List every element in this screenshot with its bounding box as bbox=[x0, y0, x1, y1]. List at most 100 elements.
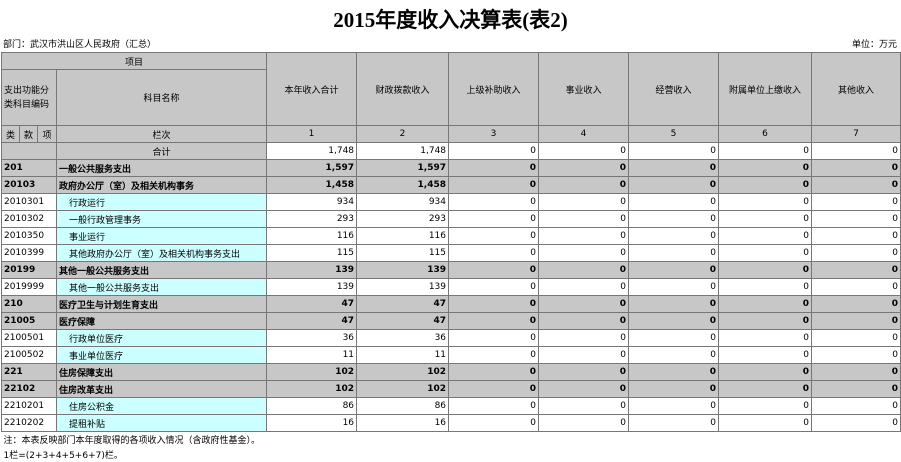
row-value: 0 bbox=[538, 278, 630, 296]
row-value: 11 bbox=[356, 346, 450, 364]
row-code: 20103 bbox=[1, 176, 57, 194]
row-value: 0 bbox=[811, 329, 901, 347]
row-value: 0 bbox=[448, 176, 540, 194]
row-value: 0 bbox=[811, 346, 901, 364]
row-code: 221 bbox=[1, 363, 57, 381]
row-value: 36 bbox=[266, 329, 358, 347]
unit: 单位：万元 bbox=[851, 40, 897, 50]
row-value: 139 bbox=[356, 261, 450, 279]
row-value: 0 bbox=[811, 210, 901, 228]
row-value: 0 bbox=[628, 397, 720, 415]
row-value: 86 bbox=[266, 397, 358, 415]
row-value: 0 bbox=[628, 295, 720, 313]
row-value: 0 bbox=[628, 176, 720, 194]
total-value: 0 bbox=[448, 142, 540, 160]
total-row: 合计 1,748 1,748 0 0 0 0 0 bbox=[1, 142, 901, 160]
column-header: 附属单位上缴收入 bbox=[718, 52, 813, 126]
row-value: 0 bbox=[448, 159, 540, 177]
column-number: 5 bbox=[628, 125, 720, 143]
data-row: 210 医疗卫生与计划生育支出 47 47 0 0 0 0 0 bbox=[1, 295, 901, 313]
level-header: 项 bbox=[37, 125, 57, 143]
row-value: 116 bbox=[356, 227, 450, 245]
row-value: 0 bbox=[448, 312, 540, 330]
row-value: 0 bbox=[628, 363, 720, 381]
row-code: 2010350 bbox=[1, 227, 57, 245]
row-value: 0 bbox=[538, 397, 630, 415]
row-value: 0 bbox=[718, 380, 813, 398]
row-value: 0 bbox=[718, 227, 813, 245]
row-value: 0 bbox=[811, 193, 901, 211]
row-value: 293 bbox=[356, 210, 450, 228]
row-value: 0 bbox=[718, 346, 813, 364]
row-value: 1,597 bbox=[266, 159, 358, 177]
row-name: 医疗卫生与计划生育支出 bbox=[55, 295, 268, 313]
note-row: 1栏=(2+3+4+5+6+7)栏。 bbox=[2, 447, 901, 462]
row-value: 139 bbox=[266, 261, 358, 279]
column-header: 本年收入合计 bbox=[266, 52, 358, 126]
row-value: 0 bbox=[448, 363, 540, 381]
row-code: 2210202 bbox=[1, 414, 57, 432]
row-value: 0 bbox=[448, 329, 540, 347]
row-value: 0 bbox=[538, 414, 630, 432]
column-number: 1 bbox=[266, 125, 358, 143]
row-name: 政府办公厅（室）及相关机构事务 bbox=[55, 176, 268, 194]
row-value: 115 bbox=[356, 244, 450, 262]
row-value: 0 bbox=[718, 278, 813, 296]
row-value: 0 bbox=[811, 244, 901, 262]
row-value: 0 bbox=[811, 363, 901, 381]
row-value: 293 bbox=[266, 210, 358, 228]
row-code: 2019999 bbox=[1, 278, 57, 296]
total-value: 0 bbox=[538, 142, 630, 160]
total-label: 合计 bbox=[55, 142, 268, 160]
row-value: 0 bbox=[718, 176, 813, 194]
title: 2015年度收入决算表(表2) bbox=[333, 8, 568, 32]
row-value: 102 bbox=[266, 363, 358, 381]
row-name: 住房公积金 bbox=[55, 397, 268, 415]
header-row: 支出功能分类科目编码 科目名称 bbox=[1, 69, 901, 126]
row-value: 0 bbox=[448, 346, 540, 364]
row-value: 0 bbox=[628, 278, 720, 296]
total-value: 1,748 bbox=[266, 142, 358, 160]
row-value: 0 bbox=[811, 397, 901, 415]
row-value: 0 bbox=[811, 227, 901, 245]
row-name: 其他一般公共服务支出 bbox=[55, 261, 268, 279]
data-row: 2019999 其他一般公共服务支出 139 139 0 0 0 0 0 bbox=[1, 278, 901, 296]
row-value: 0 bbox=[448, 278, 540, 296]
data-row: 221 住房保障支出 102 102 0 0 0 0 0 bbox=[1, 363, 901, 381]
row-name: 其他政府办公厅（室）及相关机构事务支出 bbox=[55, 244, 268, 262]
row-value: 0 bbox=[538, 363, 630, 381]
row-value: 934 bbox=[356, 193, 450, 211]
row-value: 0 bbox=[628, 346, 720, 364]
row-value: 0 bbox=[538, 176, 630, 194]
income-table: 项目 本年收入合计 财政拨款收入 上级补助收入 事业收入 经营收入 附属单位上缴收入 其他收入… bbox=[0, 52, 901, 462]
data-row: 2210201 住房公积金 86 86 0 0 0 0 0 bbox=[1, 397, 901, 415]
row-code: 2010302 bbox=[1, 210, 57, 228]
row-name: 事业运行 bbox=[55, 227, 268, 245]
row-name: 医疗保障 bbox=[55, 312, 268, 330]
column-number: 3 bbox=[448, 125, 540, 143]
row-code: 2100502 bbox=[1, 346, 57, 364]
row-value: 0 bbox=[448, 227, 540, 245]
data-row: 2100502 事业单位医疗 11 11 0 0 0 0 0 bbox=[1, 346, 901, 364]
row-value: 116 bbox=[266, 227, 358, 245]
row-value: 0 bbox=[448, 414, 540, 432]
row-value: 0 bbox=[811, 278, 901, 296]
row-value: 0 bbox=[718, 414, 813, 432]
header-row: 项目 本年收入合计 财政拨款收入 上级补助收入 事业收入 经营收入 附属单位上缴收入 其他收入 bbox=[0, 52, 901, 126]
note-row: 注：本表反映部门本年度取得的各项收入情况（含政府性基金）。 bbox=[2, 432, 901, 448]
row-value: 0 bbox=[628, 414, 720, 432]
row-value: 102 bbox=[266, 380, 358, 398]
column-number: 2 bbox=[356, 125, 450, 143]
total-value: 0 bbox=[718, 142, 813, 160]
row-name: 其他一般公共服务支出 bbox=[55, 278, 268, 296]
data-row: 21005 医疗保障 47 47 0 0 0 0 0 bbox=[1, 312, 901, 330]
row-value: 0 bbox=[538, 346, 630, 364]
row-value: 0 bbox=[718, 159, 813, 177]
row-value: 0 bbox=[538, 295, 630, 313]
row-code: 22102 bbox=[1, 380, 57, 398]
row-code: 2100501 bbox=[1, 329, 57, 347]
row-value: 16 bbox=[356, 414, 450, 432]
row-value: 47 bbox=[356, 295, 450, 313]
data-row: 2010302 一般行政管理事务 293 293 0 0 0 0 0 bbox=[1, 210, 901, 228]
row-value: 139 bbox=[356, 278, 450, 296]
